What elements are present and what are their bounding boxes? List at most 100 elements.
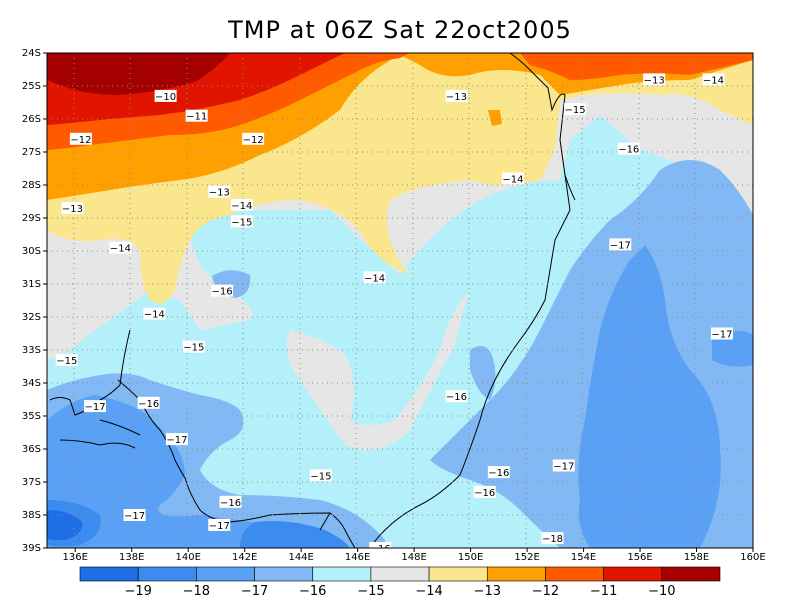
contour-label-text: −17 <box>84 402 105 413</box>
contour-label: −16 <box>617 142 640 156</box>
contour-label: −17 <box>208 518 231 532</box>
lat-tick-label: 30S <box>22 246 41 257</box>
contour-label: −14 <box>363 271 386 284</box>
blob-minus18-c <box>275 529 315 548</box>
contour-label-text: −14 <box>502 174 523 185</box>
filled-contours: −10−11−12 −12−13−13 −14−15−16−13−13 −14−15−… <box>47 53 753 548</box>
lon-tick-label: 144E <box>288 552 313 563</box>
contour-label-text: −18 <box>542 534 563 545</box>
lon-tick-label: 154E <box>571 552 596 563</box>
blob-minus13 <box>488 110 502 126</box>
lat-tick-label: 39S <box>22 543 41 554</box>
contour-label: −13 <box>643 73 666 86</box>
contour-label-text: −17 <box>711 330 732 341</box>
contour-label: −15 <box>55 353 78 367</box>
contour-label-text: −16 <box>446 392 467 403</box>
contour-label: −17 <box>165 433 188 446</box>
lat-tick-label: 33S <box>22 345 41 356</box>
contour-label-text: −15 <box>565 105 586 116</box>
contour-label-box <box>84 400 107 413</box>
blob-minus16-b <box>470 346 496 400</box>
contour-label: −16 <box>219 495 242 509</box>
contour-label-text: −12 <box>70 135 91 146</box>
contour-label: −14 <box>230 198 253 212</box>
contour-label: −12 <box>69 132 92 146</box>
lat-tick-label: 29S <box>22 213 41 224</box>
contour-label: −16 <box>473 485 496 499</box>
colorbar-swatch <box>545 566 604 582</box>
contour-label: −17 <box>552 459 575 473</box>
contour-label-box <box>137 396 160 409</box>
lat-tick-label: 28S <box>22 180 41 191</box>
colorbar-swatch <box>196 566 255 582</box>
colorbar-label: −10 <box>648 584 675 599</box>
colorbar-label: −15 <box>357 584 384 599</box>
contour-label-box <box>501 172 524 185</box>
lat-tick-label: 26S <box>22 114 41 125</box>
contour-label-box <box>211 284 234 297</box>
lat-tick-label: 32S <box>22 312 41 323</box>
contour-label-box <box>182 340 205 353</box>
contour-label: −17 <box>609 238 632 251</box>
contour-label-box <box>363 271 386 284</box>
colorbar-swatch <box>428 566 488 582</box>
contour-label-text: −14 <box>144 310 165 321</box>
contour-label: −12 <box>242 132 265 146</box>
contour-label-text: −15 <box>183 343 204 354</box>
contour-label-box <box>473 485 496 498</box>
contour-label-text: −17 <box>124 511 145 522</box>
contour-label-text: −15 <box>56 356 77 367</box>
contour-label-text: −10 <box>155 92 176 103</box>
lat-tick-label: 35S <box>22 411 41 422</box>
blob-minus19 <box>47 510 83 541</box>
contour-label-box <box>165 433 188 446</box>
lon-tick-label: 148E <box>401 552 426 563</box>
contour-label-box <box>109 241 132 254</box>
contour-label-text: −13 <box>446 92 467 103</box>
colorbar-swatch <box>603 566 663 582</box>
contour-label: −16 <box>369 542 392 548</box>
contour-label-box <box>55 353 78 366</box>
lon-tick-label: 136E <box>63 552 88 563</box>
contour-label: −17 <box>123 509 146 522</box>
contour-label: −13 <box>445 89 468 103</box>
lon-tick-label: 150E <box>458 552 483 563</box>
map-frame <box>46 52 754 549</box>
colorbar-label: −14 <box>415 584 442 599</box>
contour-label-text: −14 <box>703 75 724 86</box>
lat-tick-label: 36S <box>22 444 41 455</box>
contour-label: −10 <box>154 89 177 103</box>
contour-label-box <box>552 459 575 472</box>
contour-label-text: −17 <box>553 462 574 473</box>
lon-tick-label: 146E <box>345 552 370 563</box>
contour-label-text: −13 <box>209 188 230 199</box>
lon-tick-label: 142E <box>232 552 257 563</box>
contour-label-text: −15 <box>310 471 331 482</box>
colorbar-swatch <box>370 566 430 582</box>
contour-label-text: −17 <box>610 240 631 251</box>
contour-label-box <box>487 466 510 479</box>
contour-label-text: −12 <box>243 135 264 146</box>
contour-label-box <box>185 109 208 122</box>
lat-tick-label: 25S <box>22 81 41 92</box>
band-minus17-east <box>578 245 721 548</box>
map-title: TMP at 06Z Sat 22oct2005 <box>228 16 572 44</box>
contour-label-text: −16 <box>474 488 495 499</box>
contour-label-box <box>445 390 468 403</box>
lat-tick-label: 37S <box>22 477 41 488</box>
contour-label: −13 <box>208 185 231 199</box>
colorbar: −19 −18 −17 −16 −15 −14 −13 −12 −11 −10 <box>79 566 721 599</box>
contour-label-text: −16 <box>220 498 241 509</box>
lon-tick-label: 140E <box>175 552 200 563</box>
contour-label: −16 <box>445 390 468 403</box>
contour-label-text: −11 <box>186 112 207 123</box>
contour-label: −16 <box>487 466 510 479</box>
contour-label-text: −16 <box>212 287 233 298</box>
colorbar-label: −12 <box>532 584 559 599</box>
contour-labels: −10−11−12 −12−13−13 −14−15−16−13−13 −14−15−… <box>55 73 733 548</box>
blob-minus17-east-b <box>712 331 753 367</box>
contour-label: −15 <box>182 340 205 354</box>
contour-label: −15 <box>230 215 253 228</box>
contour-label-text: −17 <box>166 435 187 446</box>
